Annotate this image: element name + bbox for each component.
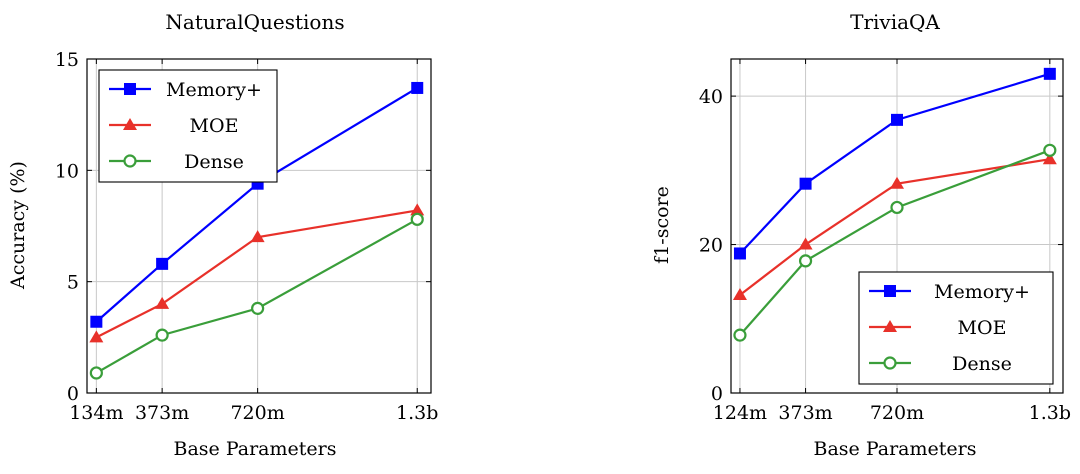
x-tick-label: 373m [135, 402, 189, 424]
x-tick-label: 373m [778, 402, 832, 424]
data-point [799, 177, 812, 190]
x-axis-label: Base Parameters [174, 438, 337, 460]
x-tick-label: 124m [713, 402, 767, 424]
data-point [798, 237, 813, 250]
y-tick-label: 0 [67, 383, 79, 405]
legend-item: MOE [869, 317, 1006, 339]
y-axis-label: f1-score [651, 186, 673, 264]
chart-title: NaturalQuestions [165, 10, 344, 34]
plot-area: 124m 373m 720m 1.3b 0 20 40 Memory+ MOE Dense [699, 58, 1071, 424]
series-line [739, 72, 1051, 255]
y-tick-label: 10 [55, 160, 79, 182]
series-line [739, 149, 1051, 336]
y-tick-label: 0 [711, 383, 723, 405]
data-point [155, 328, 169, 342]
series-line [95, 87, 418, 323]
legend-item: Memory+ [109, 79, 262, 101]
legend: Memory+ MOE Dense [98, 69, 278, 183]
x-tick-label: 134m [69, 402, 123, 424]
data-point [1043, 143, 1057, 157]
y-tick-label: 20 [699, 235, 723, 257]
data-point [123, 118, 137, 130]
series-line [739, 158, 1050, 296]
data-point [733, 328, 747, 342]
chart-naturalquestions: NaturalQuestions 134m 373m 720m 1.3b 0 5 10 15 M… [7, 10, 438, 460]
data-point [883, 320, 897, 332]
legend-label: Memory+ [166, 79, 262, 101]
x-tick-label: 1.3b [1029, 402, 1071, 424]
data-point [733, 247, 746, 260]
data-point [155, 296, 170, 309]
data-point [884, 285, 896, 297]
data-point [1043, 67, 1056, 80]
series-line [95, 209, 418, 339]
data-point [251, 301, 265, 315]
series-line [95, 218, 418, 374]
data-point [410, 203, 425, 216]
y-tick-label: 5 [67, 272, 79, 294]
legend-item: Dense [109, 151, 244, 173]
data-point [798, 254, 813, 268]
legend-label: Dense [952, 353, 1012, 375]
y-axis-label: Accuracy (%) [7, 161, 29, 290]
legend-label: MOE [190, 115, 239, 137]
legend-label: Memory+ [934, 281, 1030, 303]
data-point [890, 176, 904, 189]
data-point [123, 154, 137, 168]
series-moe [732, 152, 1057, 301]
legend-item: Dense [869, 353, 1012, 375]
data-point [890, 200, 904, 215]
legend-item: Memory+ [869, 281, 1030, 303]
data-point [89, 366, 103, 380]
series-moe [89, 203, 425, 343]
data-point [883, 356, 897, 370]
plot-area: 134m 373m 720m 1.3b 0 5 10 15 Memory+ MOE Dense [55, 49, 439, 424]
data-point [891, 113, 903, 126]
data-point [89, 330, 104, 343]
y-tick-label: 40 [699, 86, 723, 108]
data-point [410, 212, 424, 226]
chart-triviaqa: TriviaQA 124m 373m 720m 1.3b 0 20 40 Memory+ MOE… [651, 10, 1071, 460]
series-dense [89, 212, 424, 380]
x-tick-label: 720m [870, 402, 924, 424]
x-tick-label: 720m [230, 402, 284, 424]
data-point [90, 315, 103, 328]
series-memory [733, 67, 1056, 260]
x-axis-label: Base Parameters [814, 438, 977, 460]
data-point [732, 288, 747, 301]
chart-title: TriviaQA [850, 10, 940, 34]
x-tick-label: 1.3b [396, 402, 438, 424]
data-point [250, 230, 265, 243]
data-point [411, 81, 424, 94]
data-point [124, 83, 136, 95]
y-tick-label: 15 [55, 49, 79, 71]
data-point [156, 257, 169, 270]
legend-label: MOE [958, 317, 1007, 339]
legend-item: MOE [109, 115, 238, 137]
legend: Memory+ MOE Dense [858, 271, 1054, 385]
legend-label: Dense [184, 151, 244, 173]
series-dense [733, 143, 1057, 342]
data-point [1042, 152, 1057, 165]
plot-frame [86, 58, 432, 394]
